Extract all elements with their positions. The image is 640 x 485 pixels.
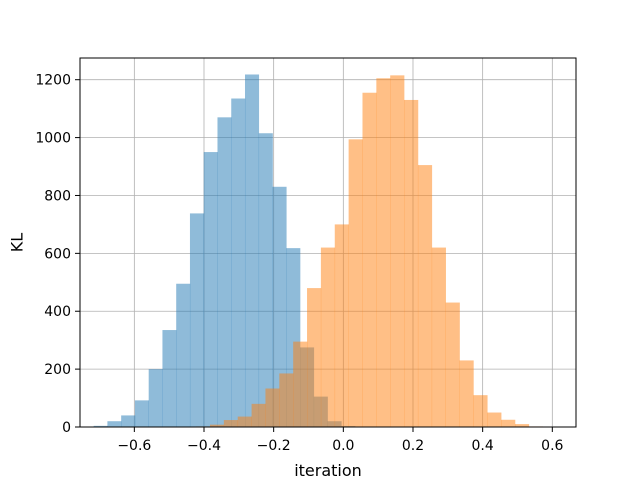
y-tick-label: 0: [62, 420, 71, 436]
histogram-bar-series-1: [107, 421, 122, 427]
histogram-bar-series-1: [121, 415, 136, 427]
bars-layer: [93, 74, 544, 428]
histogram-bar-series-2: [265, 388, 280, 427]
histogram-bar-series-2: [431, 247, 446, 427]
ticks-layer: −0.6 −0.4 −0.2 0.0 0.2 0.4 0.6 0 200 400 600 800 100…: [35, 73, 563, 454]
y-tick-label: 1000: [35, 131, 71, 147]
histogram-bar-series-2: [473, 395, 488, 427]
histogram-bar-series-1: [189, 213, 205, 427]
x-tick-label: −0.4: [187, 438, 221, 454]
y-axis-label: KL: [8, 233, 27, 252]
x-axis-label: iteration: [294, 461, 362, 480]
y-tick-label: 1200: [35, 73, 71, 89]
histogram-bar-series-2: [487, 412, 502, 427]
y-tick-label: 200: [44, 362, 71, 378]
histogram-bar-series-2: [404, 99, 419, 427]
x-tick-label: −0.2: [257, 438, 291, 454]
histogram-bar-series-2: [223, 420, 239, 427]
histogram-bar-series-2: [334, 224, 349, 427]
histogram-bar-series-2: [445, 302, 460, 427]
histogram-bar-series-2: [279, 373, 294, 427]
x-tick-label: 0.0: [332, 438, 354, 454]
histogram-bar-series-1: [203, 152, 218, 427]
histogram-bar-series-2: [362, 92, 377, 428]
histogram-bar-series-1: [217, 117, 232, 428]
histogram-bar-series-1: [272, 186, 287, 427]
x-tick-label: 0.6: [541, 438, 563, 454]
histogram-bar-series-1: [93, 425, 108, 427]
histogram-bar-series-2: [307, 288, 322, 427]
plot-frame: [79, 57, 577, 428]
histogram-bar-series-2: [514, 424, 530, 427]
histogram-bar-series-2: [348, 139, 363, 427]
histogram-bar-series-2: [251, 403, 266, 427]
histogram-bar-series-2: [390, 75, 405, 427]
y-tick-label: 400: [44, 304, 71, 320]
x-tick-label: 0.2: [402, 438, 424, 454]
histogram-bar-series-1: [231, 98, 246, 428]
histogram-bar-series-1: [134, 400, 149, 427]
histogram-bar-series-2: [320, 247, 336, 427]
histogram-bar-series-2: [209, 424, 225, 427]
histogram-bar-series-2: [459, 360, 474, 427]
histogram-bar-series-1: [258, 133, 273, 427]
histogram-bar-series-2: [237, 416, 252, 427]
histogram-bar-series-2: [501, 419, 516, 427]
histogram-bar-series-2: [293, 341, 308, 427]
histogram-bar-series-1: [244, 74, 260, 428]
histogram-bar-series-1: [162, 330, 177, 427]
x-tick-label: −0.6: [117, 438, 151, 454]
histogram-bar-series-2: [417, 165, 433, 428]
histogram-bar-series-1: [148, 369, 163, 427]
histogram-bar-series-2: [376, 78, 391, 428]
y-tick-label: 600: [44, 246, 71, 262]
x-tick-label: 0.4: [472, 438, 494, 454]
y-tick-label: 800: [44, 188, 71, 204]
histogram-bar-series-1: [176, 283, 191, 427]
